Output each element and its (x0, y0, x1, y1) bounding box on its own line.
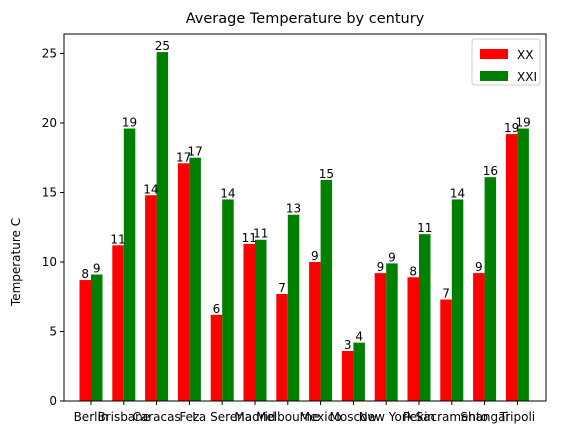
x-tick-label-brisbane: Brisbane (97, 410, 150, 424)
data-label-xx-sacramento: 7 (442, 287, 450, 301)
y-tick-label: 15 (42, 185, 57, 199)
y-tick-label: 5 (49, 324, 57, 338)
bar-xxi-sacramento (451, 199, 464, 401)
x-tick-label-berlin: Berlin (74, 410, 109, 424)
y-tick-label: 10 (42, 255, 57, 269)
bars-group (79, 52, 529, 402)
x-tick-label-shangai: Shangai (460, 410, 509, 424)
bar-xxi-pekin (419, 234, 431, 401)
data-label-xx-melbourne: 7 (278, 281, 286, 295)
data-label-xxi-shangai: 16 (483, 164, 498, 178)
bar-xxi-melbourne (287, 214, 300, 401)
bar-xx-tripoli (505, 134, 518, 401)
data-label-xx-fez: 17 (176, 150, 191, 164)
bar-xxi-shangai (484, 177, 497, 401)
y-tick-label: 25 (42, 46, 57, 60)
bar-xxi-madrid (255, 239, 267, 401)
bar-xx-la-serena (210, 314, 223, 401)
bar-xx-sacramento (440, 299, 452, 401)
data-label-xxi-moscow: 4 (355, 330, 363, 344)
data-label-xxi-new-york: 9 (388, 250, 396, 264)
x-tick-label-tripoli: Tripoli (499, 410, 535, 424)
bar-xx-fez (177, 163, 190, 401)
x-tick-label-melbourne: Melbourne (256, 410, 319, 424)
bar-xx-brisbane (112, 245, 124, 401)
legend-swatch-xx (480, 49, 508, 59)
data-label-xxi-berlin: 9 (93, 261, 101, 275)
x-tick-label-pekin: Pekin (403, 410, 435, 424)
bar-xxi-tripoli (517, 128, 529, 401)
bar-xxi-caracas (156, 52, 169, 402)
x-tick-label-sacramento: Sacramento (416, 410, 489, 424)
bar-xxi-berlin (91, 274, 103, 401)
y-axis-label: Temperature C (9, 218, 23, 307)
data-label-xx-moscow: 3 (344, 338, 352, 352)
x-tick-label-mexico: Mexico (300, 410, 342, 424)
bar-xx-berlin (79, 280, 91, 401)
legend-label-xx: XX (517, 48, 533, 62)
bar-xx-new-york (374, 273, 387, 401)
data-label-xx-new-york: 9 (377, 260, 385, 274)
data-label-xx-mexico: 9 (311, 249, 319, 263)
data-label-xxi-la-serena: 14 (220, 186, 235, 200)
x-tick-label-fez: Fez (179, 410, 199, 424)
plot-frame (63, 33, 547, 402)
bar-xx-melbourne (276, 293, 288, 401)
bar-xx-mexico (309, 261, 321, 401)
legend-label-xxi: XXI (517, 70, 537, 84)
data-label-xxi-fez: 17 (188, 145, 203, 159)
bar-xxi-moscow (353, 342, 365, 401)
data-label-xx-shangai: 9 (475, 260, 483, 274)
legend-swatch-xxi (480, 71, 508, 81)
bar-xx-madrid (243, 243, 255, 401)
data-label-xx-berlin: 8 (81, 267, 89, 281)
bar-xxi-brisbane (123, 128, 136, 401)
bar-xx-shangai (473, 273, 485, 401)
data-label-xx-brisbane: 11 (110, 232, 125, 246)
x-tick-label-madrid: Madrid (234, 410, 275, 424)
x-tick-label-caracas: Caracas (132, 410, 180, 424)
data-label-xx-la-serena: 6 (213, 302, 221, 316)
x-tick-label-new-york: New York (359, 410, 414, 424)
y-tick-label: 20 (42, 116, 57, 130)
bar-xx-pekin (407, 277, 419, 401)
bar-xxi-new-york (386, 263, 398, 401)
chart-title: Average Temperature by century (186, 11, 425, 27)
y-axis: 0 5 10 15 20 25 (42, 46, 64, 408)
data-label-xx-pekin: 8 (409, 264, 417, 278)
legend: XX XXI (471, 38, 541, 86)
bar-xx-moscow (341, 350, 354, 401)
data-label-xxi-pekin: 11 (417, 221, 432, 235)
data-label-xxi-sacramento: 14 (450, 186, 465, 200)
data-label-xx-madrid: 11 (242, 231, 257, 245)
data-label-xxi-tripoli: 19 (516, 116, 531, 130)
data-label-xxi-mexico: 15 (319, 167, 334, 181)
data-label-xxi-madrid: 11 (253, 227, 268, 241)
bar-xxi-la-serena (222, 199, 234, 401)
data-label-xx-tripoli: 19 (504, 121, 519, 135)
data-label-xxi-caracas: 25 (155, 39, 170, 53)
data-label-xxi-brisbane: 19 (122, 116, 137, 130)
data-label-xx-caracas: 14 (143, 182, 158, 196)
bar-xx-caracas (145, 195, 157, 401)
y-tick-label: 0 (49, 394, 57, 408)
x-tick-label-moscow: Moscow (330, 410, 378, 424)
bar-xxi-fez (189, 157, 201, 401)
bar-xxi-mexico (320, 179, 333, 401)
data-label-xxi-melbourne: 13 (286, 202, 301, 216)
x-tick-label-la-serena: La Serena (192, 410, 252, 424)
